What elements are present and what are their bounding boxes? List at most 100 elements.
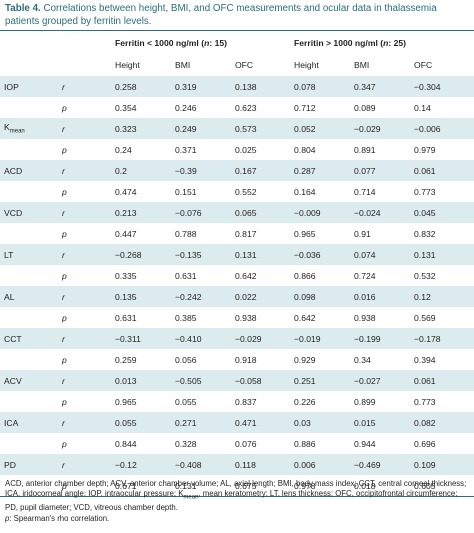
value-cell: 0.929 [290, 349, 351, 370]
table-row: ACV r 0.013 −0.505 −0.058 0.251 −0.027 0.061 [0, 370, 474, 391]
value-cell: 0.886 [290, 433, 351, 454]
parameter-cell: LT [0, 244, 58, 265]
table-row: p 0.24 0.371 0.025 0.804 0.891 0.979 [0, 139, 474, 160]
parameter-cell [0, 181, 58, 202]
parameter-cell [0, 97, 58, 118]
value-cell: −0.410 [171, 328, 231, 349]
value-cell: −0.469 [350, 454, 411, 475]
value-cell: 0.447 [111, 223, 171, 244]
value-cell: 0.675 [231, 475, 291, 497]
value-cell: −0.019 [290, 328, 351, 349]
statistic-cell: p [58, 349, 111, 370]
value-cell: 0.385 [171, 307, 231, 328]
value-cell: 0.013 [111, 370, 171, 391]
column-header: BMI [171, 54, 231, 76]
value-cell: 0.006 [290, 454, 351, 475]
value-cell: −0.304 [410, 76, 474, 97]
value-cell: 0.077 [350, 160, 411, 181]
value-cell: 0.671 [111, 475, 171, 497]
table-row: LT r −0.268 −0.135 0.131 −0.036 0.074 0.131 [0, 244, 474, 265]
value-cell: 0.151 [171, 181, 231, 202]
table-row: p 0.671 0.131 0.675 0.978 0.018 0.605 [0, 475, 474, 497]
value-cell: 0.131 [171, 475, 231, 497]
value-cell: −0.076 [171, 202, 231, 223]
value-cell: 0.832 [410, 223, 474, 244]
parameter-cell: ACV [0, 370, 58, 391]
table-row: p 0.965 0.055 0.837 0.226 0.899 0.773 [0, 391, 474, 412]
value-cell: 0.712 [290, 97, 351, 118]
value-cell: 0.474 [111, 181, 171, 202]
parameter-cell: Kmean [0, 118, 58, 139]
value-cell: 0.271 [171, 412, 231, 433]
parameter-cell: ICA [0, 412, 58, 433]
statistic-cell: r [58, 76, 111, 97]
table-row: Kmean r 0.323 0.249 0.573 0.052 −0.029 −0.006 [0, 118, 474, 139]
value-cell: 0.167 [231, 160, 291, 181]
parameter-cell [0, 139, 58, 160]
statistic-cell: r [58, 286, 111, 307]
value-cell: 0.837 [231, 391, 291, 412]
value-cell: 0.022 [231, 286, 291, 307]
parameter-cell: ACD [0, 160, 58, 181]
group-header-low-ferritin: Ferritin < 1000 ng/ml (n: 15) [111, 30, 291, 54]
statistic-cell: p [58, 307, 111, 328]
value-cell: 0.532 [410, 265, 474, 286]
parameter-cell: CCT [0, 328, 58, 349]
value-cell: 0.979 [410, 139, 474, 160]
table-caption: Table 4. Correlations between height, BM… [5, 3, 467, 28]
statistic-cell: r [58, 412, 111, 433]
value-cell: −0.505 [171, 370, 231, 391]
value-cell: 0.045 [410, 202, 474, 223]
value-cell: −0.009 [290, 202, 351, 223]
value-cell: 0.91 [350, 223, 411, 244]
statistic-cell: p [58, 391, 111, 412]
value-cell: 0.394 [410, 349, 474, 370]
statistic-cell: r [58, 244, 111, 265]
group-header-row: Ferritin < 1000 ng/ml (n: 15) Ferritin >… [0, 30, 474, 54]
column-header: OFC [231, 54, 291, 76]
value-cell: −0.036 [290, 244, 351, 265]
value-cell: 0.918 [231, 349, 291, 370]
value-cell: −0.024 [350, 202, 411, 223]
statistic-cell: r [58, 160, 111, 181]
value-cell: 0.135 [111, 286, 171, 307]
value-cell: 0.258 [111, 76, 171, 97]
parameter-cell [0, 475, 58, 497]
value-cell: 0.696 [410, 433, 474, 454]
table-row: p 0.447 0.788 0.817 0.965 0.91 0.832 [0, 223, 474, 244]
value-cell: 0.052 [290, 118, 351, 139]
value-cell: 0.065 [231, 202, 291, 223]
statistic-cell: p [58, 433, 111, 454]
column-header: OFC [410, 54, 474, 76]
value-cell: 0.025 [231, 139, 291, 160]
value-cell: 0.213 [111, 202, 171, 223]
statistic-cell: p [58, 181, 111, 202]
value-cell: 0.082 [410, 412, 474, 433]
value-cell: 0.24 [111, 139, 171, 160]
parameter-cell [0, 349, 58, 370]
statistic-cell: p [58, 223, 111, 244]
value-cell: 0.631 [171, 265, 231, 286]
table-row: p 0.354 0.246 0.623 0.712 0.089 0.14 [0, 97, 474, 118]
value-cell: 0.714 [350, 181, 411, 202]
value-cell: 0.573 [231, 118, 291, 139]
value-cell: 0.724 [350, 265, 411, 286]
parameter-cell: VCD [0, 202, 58, 223]
statistic-cell: p [58, 475, 111, 497]
value-cell: 0.109 [410, 454, 474, 475]
parameter-cell [0, 391, 58, 412]
value-cell: −0.268 [111, 244, 171, 265]
value-cell: 0.018 [350, 475, 411, 497]
table-row: VCD r 0.213 −0.076 0.065 −0.009 −0.024 0.045 [0, 202, 474, 223]
value-cell: 0.251 [290, 370, 351, 391]
table-row: p 0.335 0.631 0.642 0.866 0.724 0.532 [0, 265, 474, 286]
value-cell: 0.12 [410, 286, 474, 307]
value-cell: 0.631 [111, 307, 171, 328]
value-cell: 0.319 [171, 76, 231, 97]
caption-text: Correlations between height, BMI, and OF… [5, 3, 437, 27]
table-row: p 0.844 0.328 0.076 0.886 0.944 0.696 [0, 433, 474, 454]
parameter-cell [0, 307, 58, 328]
table-body: IOP r 0.258 0.319 0.138 0.078 0.347 −0.304 p 0.35… [0, 76, 474, 497]
value-cell: 0.015 [350, 412, 411, 433]
statistic-cell: p [58, 265, 111, 286]
